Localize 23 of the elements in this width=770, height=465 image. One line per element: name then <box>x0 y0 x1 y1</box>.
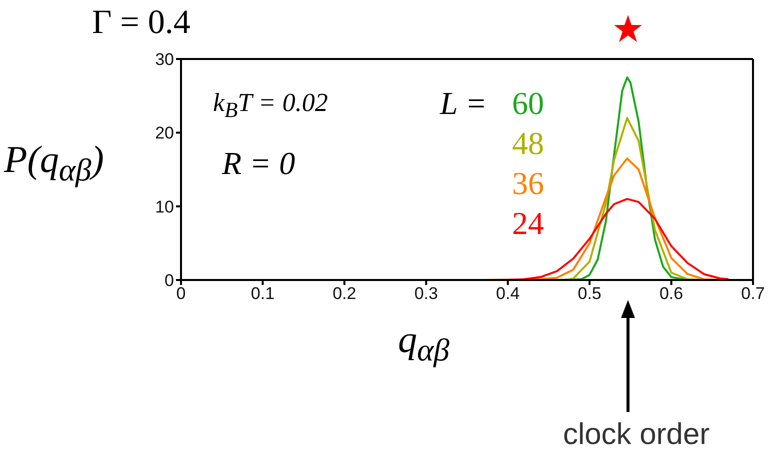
x-tick-label: 0.5 <box>578 284 602 304</box>
series-label: 24 <box>512 205 544 242</box>
x-tick-label: 0.4 <box>496 284 520 304</box>
x-tick-label: 0.3 <box>414 284 438 304</box>
x-tick-label: 0.6 <box>659 284 684 304</box>
x-tick-label: 0.7 <box>741 284 765 304</box>
y-tick-label: 20 <box>155 124 174 143</box>
x-tick-label: 0.2 <box>332 284 356 304</box>
annotation: L = <box>440 85 487 122</box>
text: 60 <box>512 85 544 122</box>
annotation: k$_{B}$T = 0.02 <box>213 88 328 124</box>
chart-title: Γ = 0.4 <box>92 4 190 42</box>
text: 48 <box>512 125 544 162</box>
y-tick-label: 30 <box>155 50 174 70</box>
y-axis-title: P(q$_{αβ}$) <box>4 138 104 189</box>
y-tick-label: 10 <box>155 197 174 216</box>
series-label: 36 <box>512 165 544 202</box>
y-tick-label: 0 <box>164 271 174 290</box>
x-tick-label: 0.1 <box>250 284 275 304</box>
x-tick-label: 0 <box>176 284 186 304</box>
text: clock order <box>562 418 710 452</box>
x-axis-title: q$_{αβ}$ <box>398 318 450 369</box>
annotation: R = 0 <box>222 145 296 182</box>
